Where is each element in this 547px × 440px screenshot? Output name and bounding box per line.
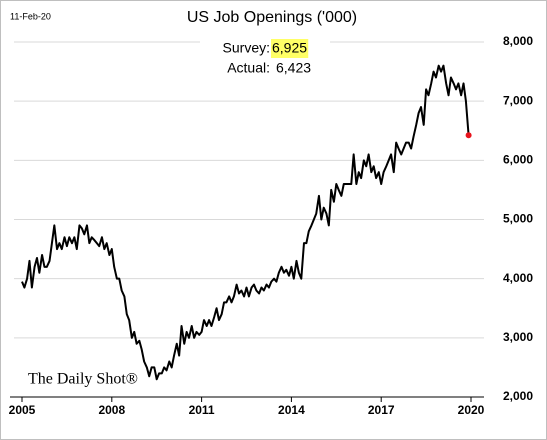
x-tick-label: 2008 [98,403,125,417]
x-tick-label: 2005 [9,403,36,417]
survey-value: 6,925 [272,40,307,56]
y-tick-label: 8,000 [503,34,533,48]
y-tick-label: 4,000 [503,271,533,285]
actual-label: Actual: [227,60,270,76]
x-tick-label: 2014 [278,403,305,417]
title-backdrop [160,6,390,28]
x-tick-label: 2017 [368,403,395,417]
x-tick-label: 2011 [189,403,215,417]
highlight [271,39,309,58]
y-tick-label: 3,000 [503,330,533,344]
x-tick-label: 2020 [458,403,485,417]
y-tick-label: 2,000 [503,389,533,403]
annotation-backdrop [200,36,330,80]
source: The Daily Shot® [28,371,138,388]
line [21,64,470,381]
y-tick-label: 7,000 [503,93,533,107]
y-tick-label: 6,000 [503,153,533,167]
actual-value: 6,423 [276,60,311,76]
y-tick-label: 5,000 [503,212,533,226]
end-marker [465,132,472,139]
chart-title: US Job Openings ('000) [187,9,357,26]
survey-label: Survey: [223,40,270,56]
date-label: 11-Feb-20 [10,11,51,21]
